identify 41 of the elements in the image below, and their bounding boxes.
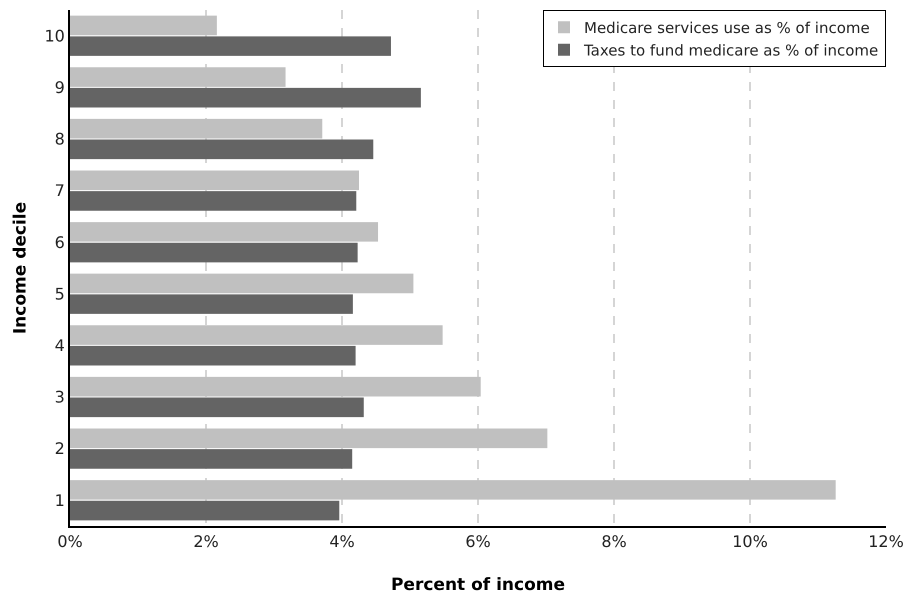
- legend-label: Taxes to fund medicare as % of income: [583, 42, 878, 60]
- bar: [70, 16, 217, 36]
- x-tick-label: 4%: [329, 532, 355, 552]
- y-tick-label: 1: [54, 490, 65, 510]
- bar: [70, 222, 378, 242]
- bar: [70, 88, 421, 108]
- y-axis-title: Income decile: [10, 202, 30, 334]
- x-tick-label: 12%: [868, 532, 904, 552]
- y-tick-label: 2: [54, 439, 65, 458]
- bar: [70, 428, 548, 448]
- bar: [70, 140, 374, 160]
- bar: [70, 242, 358, 262]
- y-tick-label: 9: [54, 78, 65, 97]
- bar: [70, 36, 391, 56]
- x-tick-label: 10%: [732, 532, 768, 552]
- bar: [70, 500, 340, 520]
- y-tick-label: 10: [44, 26, 65, 46]
- bar: [70, 274, 414, 294]
- bar: [70, 480, 836, 500]
- bar: [70, 191, 356, 211]
- bar: [70, 376, 481, 396]
- x-axis-title: Percent of income: [390, 575, 566, 596]
- bar: [70, 449, 352, 469]
- bar: [70, 67, 286, 87]
- x-tick-label: 0%: [57, 532, 83, 552]
- y-tick-label: 8: [54, 130, 65, 149]
- bar: [70, 325, 443, 345]
- bar: [70, 346, 356, 366]
- legend-label: Medicare services use as % of income: [584, 19, 870, 38]
- y-tick-label: 7: [54, 181, 65, 200]
- y-tick-label: 3: [54, 388, 65, 407]
- bar: [70, 398, 364, 418]
- bar: [70, 294, 353, 314]
- y-tick-label: 4: [54, 336, 65, 355]
- bar: [70, 118, 322, 138]
- y-tick-label: 5: [54, 284, 65, 304]
- y-tick-label: 6: [54, 232, 65, 252]
- bar: [70, 170, 359, 190]
- x-tick-label: 2%: [193, 532, 219, 552]
- x-tick-label: 8%: [601, 532, 627, 552]
- x-tick-label: 6%: [465, 532, 491, 552]
